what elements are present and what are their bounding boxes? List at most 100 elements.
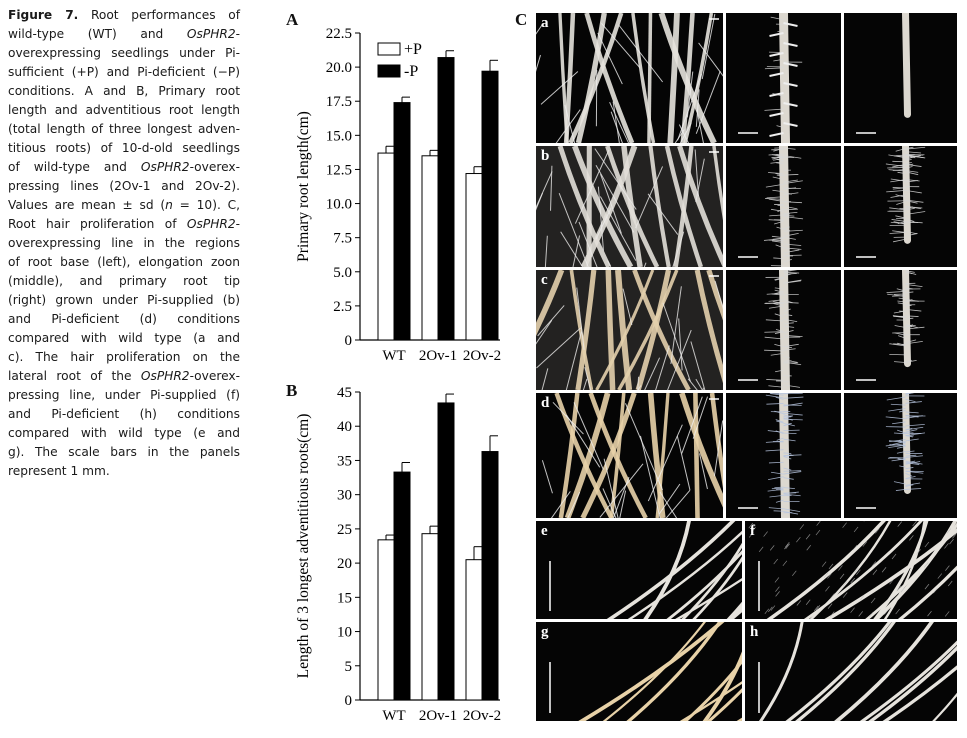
root-hair (892, 441, 906, 445)
root-strand (648, 146, 671, 267)
caption-text: titious roots) of 10-d-old seedlings (8, 141, 240, 155)
lateral-root (699, 453, 708, 490)
y-tick-label: 0 (345, 693, 353, 709)
root-hair (774, 277, 784, 281)
root-strand (677, 146, 723, 267)
lateral-root (619, 490, 627, 518)
root-hair (889, 444, 906, 447)
root-photo-b3 (844, 146, 957, 267)
root-axis (779, 270, 790, 390)
lateral-root (647, 424, 683, 502)
lateral-root (873, 521, 929, 619)
lateral-root (540, 71, 579, 105)
root-hair (947, 580, 953, 587)
root-hair (905, 341, 923, 345)
root-hair (889, 343, 906, 347)
root-hair (783, 247, 802, 250)
lateral-root (612, 101, 620, 143)
root-axis (779, 13, 790, 143)
root-hair (783, 493, 801, 497)
root-hair (891, 553, 897, 560)
caption-text: wild-type (WT) and (8, 27, 187, 41)
root-hair (897, 300, 906, 303)
lateral-root (667, 329, 692, 390)
lateral-stub (783, 42, 798, 47)
root-hair (905, 414, 919, 418)
lateral-root (695, 70, 721, 134)
lateral-root (601, 23, 641, 68)
root-hair (776, 437, 784, 441)
lateral-stub (769, 92, 784, 97)
root-hair (899, 410, 906, 413)
root-strand (679, 393, 723, 508)
root-hair (905, 206, 923, 209)
caption-text: represent 1 mm. (8, 464, 110, 478)
lateral-stub (769, 112, 784, 117)
root-hair (850, 577, 855, 584)
root-hair (775, 591, 780, 597)
caption-text: Values are mean ± sd ( (8, 198, 166, 212)
lateral-root (706, 688, 742, 721)
root-hair (886, 290, 906, 294)
lateral-root (555, 109, 581, 143)
root-hair (763, 238, 784, 241)
root-hair (774, 220, 784, 225)
root-hair (898, 297, 906, 300)
root-hair (806, 545, 811, 551)
lateral-root (544, 235, 548, 267)
lateral-root (695, 89, 700, 127)
lateral-root (687, 378, 698, 390)
lateral-root (662, 302, 691, 382)
root-hair (905, 324, 918, 329)
root-hair (773, 58, 784, 62)
caption-text: of root base (left), elongation zoon (8, 255, 240, 269)
root-image (856, 270, 925, 381)
caption-text: OsPHR2 (186, 217, 236, 231)
root-hair (764, 608, 770, 615)
lateral-stub (783, 22, 798, 27)
root-hair (774, 287, 784, 290)
lateral-root (676, 435, 691, 491)
root-hair (774, 277, 784, 281)
y-tick-label: 12.5 (326, 162, 352, 178)
root-hair (897, 521, 902, 527)
lateral-root (573, 402, 604, 470)
root-hair (763, 531, 768, 537)
root-photo-a: a (536, 13, 723, 143)
bar-wt-plus-p (377, 539, 395, 701)
lateral-root (859, 640, 957, 721)
lateral-root (714, 280, 723, 310)
root-hair (869, 611, 874, 618)
root-hair (892, 230, 906, 233)
root-photo-h: h (745, 622, 957, 721)
lateral-root (558, 193, 589, 267)
lateral-root (701, 13, 716, 80)
root-hair (890, 179, 906, 183)
root-image (856, 393, 926, 509)
root-axis (902, 393, 911, 494)
photo-panel-c: a b c d e f g h (536, 13, 957, 721)
x-tick-label: 2Ov-1 (419, 708, 457, 724)
root-hair (888, 154, 906, 159)
root-hair (905, 271, 913, 275)
root-hair (783, 330, 794, 334)
lateral-root (868, 645, 957, 721)
lateral-root (698, 42, 723, 77)
root-hair (830, 611, 835, 617)
root-hair (897, 302, 906, 305)
root-image (856, 146, 926, 258)
panel-label-c: C (515, 10, 528, 29)
root-hair (783, 273, 792, 277)
root-hair (783, 384, 801, 388)
y-tick-label: 45 (337, 385, 352, 401)
root-hair (924, 583, 930, 590)
root-strand (693, 393, 700, 518)
photo-sublabel-b: b (541, 148, 550, 164)
root-image (856, 13, 911, 134)
root-hair (885, 416, 906, 420)
root-hair (783, 229, 803, 232)
y-tick-label: 40 (337, 419, 352, 435)
root-hair (775, 430, 784, 435)
root-hair (770, 161, 784, 164)
root-hair (896, 288, 906, 292)
